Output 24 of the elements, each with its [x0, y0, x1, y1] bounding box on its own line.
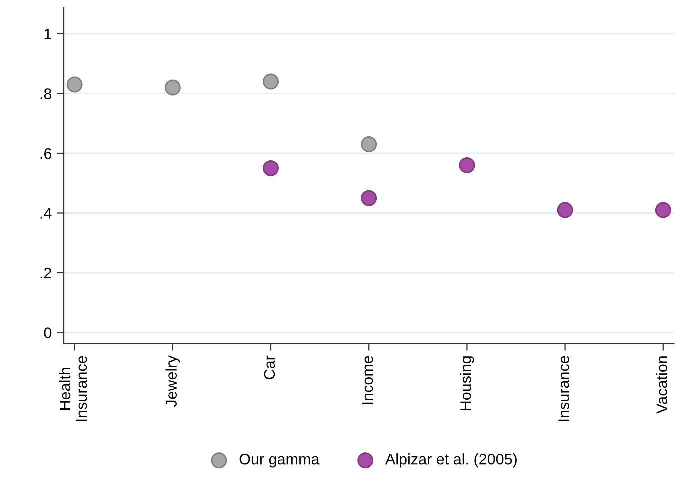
x-tick-label: Income: [362, 356, 374, 404]
point: [66, 76, 83, 93]
y-tick-label: .8: [40, 88, 52, 100]
point: [655, 202, 672, 218]
point: [459, 157, 476, 174]
x-tick-label: Vacation: [656, 356, 668, 414]
point: [263, 74, 279, 90]
point: [361, 136, 378, 153]
x-tick-label: Jewelry: [166, 356, 180, 408]
x-tick-label: Health Insurance: [59, 356, 88, 422]
y-tick-label: 0: [44, 328, 52, 338]
y-tick-label: .6: [40, 148, 52, 160]
x-tick-label: Car: [264, 356, 276, 380]
point: [361, 190, 378, 206]
legend-label: Our gamma: [240, 454, 320, 468]
point: [263, 160, 279, 176]
point: [164, 80, 181, 96]
y-tick-label: .4: [40, 208, 52, 219]
x-tick-label: Housing: [460, 356, 474, 410]
point: [557, 202, 574, 218]
x-tick-label: Insurance: [558, 356, 570, 422]
legend-label: Alpizar et al. (2005): [385, 454, 517, 468]
y-tick-label: .2: [40, 268, 52, 279]
y-tick-label: 1: [44, 29, 52, 40]
